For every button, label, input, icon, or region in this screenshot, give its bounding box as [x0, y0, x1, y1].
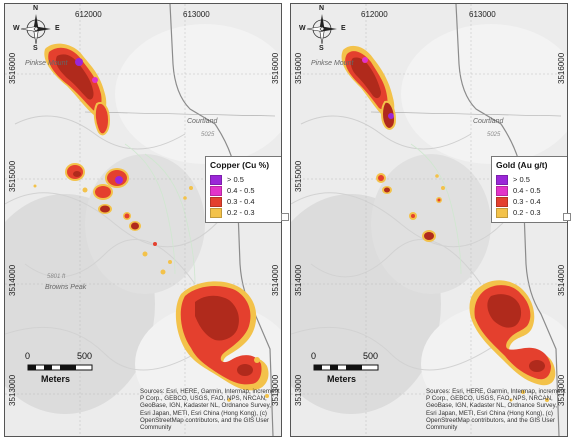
legend-label: 0.4 - 0.5 — [513, 186, 541, 195]
legend-swatch — [210, 174, 222, 185]
northing-label-right-3516000: 3516000 — [271, 52, 280, 84]
northing-label-3513000: 3513000 — [8, 374, 17, 406]
northing-label-3513000: 3513000 — [294, 374, 303, 406]
copper-map-panel: 612000 613000 3516000 3515000 3514000 35… — [4, 3, 282, 437]
mountain-label: Pinkse Mount — [311, 60, 354, 67]
scale-bar — [27, 364, 93, 371]
legend-label: 0.3 - 0.4 — [513, 197, 541, 206]
northing-label-3516000: 3516000 — [8, 52, 17, 84]
scale-units-label: Meters — [41, 374, 71, 384]
elevation-label: 5025 — [201, 132, 215, 138]
legend-title: Copper (Cu %) — [210, 160, 270, 170]
legend-row: > 0.5 — [496, 174, 564, 185]
compass-e: E — [55, 25, 60, 32]
browns-peak-label: Browns Peak — [45, 284, 87, 291]
legend-label: 0.2 - 0.3 — [227, 208, 255, 217]
legend-row: 0.2 - 0.3 — [210, 207, 278, 218]
legend-swatch — [496, 185, 508, 196]
courtland-label: Courtland — [473, 118, 504, 125]
compass-e: E — [341, 25, 346, 32]
legend-row: 0.4 - 0.5 — [496, 185, 564, 196]
legend-row: 0.2 - 0.3 — [496, 207, 564, 218]
legend-swatch — [496, 196, 508, 207]
copper-legend: Copper (Cu %) > 0.5 0.4 - 0.5 0.3 - 0.4 … — [205, 156, 281, 223]
legend-swatch — [496, 207, 508, 218]
legend-label: > 0.5 — [513, 175, 530, 184]
northing-label-3516000: 3516000 — [294, 52, 303, 84]
northing-label-3514000: 3514000 — [8, 264, 17, 296]
gold-grade-blobs — [341, 45, 556, 402]
northing-label-right-3514000: 3514000 — [271, 264, 280, 296]
northing-label-3515000: 3515000 — [294, 160, 303, 192]
legend-label: > 0.5 — [227, 175, 244, 184]
northing-label-3514000: 3514000 — [294, 264, 303, 296]
legend-swatch — [210, 207, 222, 218]
scale-units-label: Meters — [327, 374, 357, 384]
legend-swatch — [210, 185, 222, 196]
legend-row: 0.4 - 0.5 — [210, 185, 278, 196]
courtland-label: Courtland — [187, 118, 218, 125]
scale-500-label: 500 — [77, 351, 93, 361]
legend-title: Gold (Au g/t) — [496, 160, 548, 170]
compass-s: S — [319, 45, 324, 52]
compass-n: N — [319, 5, 325, 12]
easting-label-613000: 613000 — [183, 10, 210, 19]
resize-handle[interactable] — [281, 213, 289, 221]
easting-label-613000: 613000 — [469, 10, 496, 19]
peak-elevation-label: 5801 ft — [47, 274, 66, 280]
easting-label-612000: 612000 — [75, 10, 102, 19]
compass-s: S — [33, 45, 38, 52]
legend-label: 0.2 - 0.3 — [513, 208, 541, 217]
compass-w: W — [13, 25, 20, 32]
northing-label-right-3514000: 3514000 — [557, 264, 566, 296]
scale-zero-label: 0 — [25, 351, 31, 361]
north-arrow-icon: N S W E — [299, 5, 346, 52]
compass-n: N — [33, 5, 39, 12]
legend-label: 0.3 - 0.4 — [227, 197, 255, 206]
scale-500-label: 500 — [363, 351, 379, 361]
attribution-text: Sources: Esri, HERE, Garmin, Intermap, i… — [426, 388, 566, 432]
gold-map-panel: 612000 613000 3516000 3515000 3514000 35… — [290, 3, 568, 437]
attribution-text: Sources: Esri, HERE, Garmin, Intermap, i… — [140, 388, 280, 432]
easting-label-612000: 612000 — [361, 10, 388, 19]
scale-bar — [313, 364, 379, 371]
elevation-label: 5025 — [487, 132, 501, 138]
legend-row: > 0.5 — [210, 174, 278, 185]
mountain-label: Pinkse Mount — [25, 60, 68, 67]
legend-row: 0.3 - 0.4 — [496, 196, 564, 207]
copper-grade-blobs — [33, 43, 269, 402]
legend-swatch — [210, 196, 222, 207]
compass-w: W — [299, 25, 306, 32]
northing-label-right-3516000: 3516000 — [557, 52, 566, 84]
gold-legend: Gold (Au g/t) > 0.5 0.4 - 0.5 0.3 - 0.4 … — [491, 156, 567, 223]
scale-zero-label: 0 — [311, 351, 317, 361]
north-arrow-icon: N S W E — [13, 5, 60, 52]
resize-handle[interactable] — [563, 213, 571, 221]
legend-row: 0.3 - 0.4 — [210, 196, 278, 207]
legend-label: 0.4 - 0.5 — [227, 186, 255, 195]
northing-label-3515000: 3515000 — [8, 160, 17, 192]
legend-swatch — [496, 174, 508, 185]
